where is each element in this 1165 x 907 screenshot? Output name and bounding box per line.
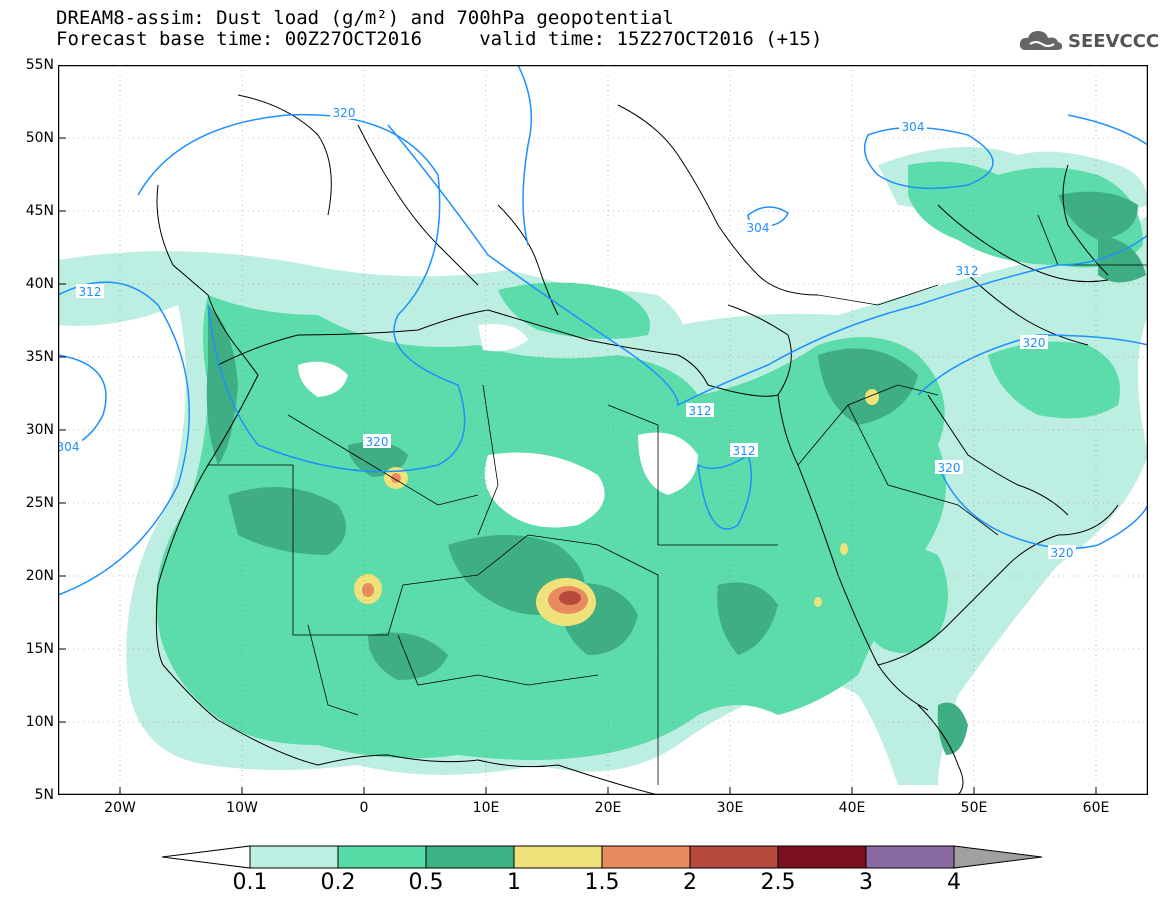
isoline-mid-north — [517, 65, 533, 246]
isoline-label: 312 — [733, 444, 756, 458]
forecast-times: Forecast base time: 00Z27OCT2016 valid t… — [56, 28, 823, 50]
lat-label: 45N — [25, 203, 54, 219]
colorbar-label: 1.5 — [584, 870, 620, 895]
isoline-label: 312 — [79, 285, 102, 299]
colorbar-bin — [865, 845, 955, 869]
colorbar-label: 2.5 — [760, 870, 796, 895]
dust-free-patches — [298, 324, 698, 528]
lon-label: 10W — [226, 800, 258, 816]
isoline-labels: 320 312 304 320 304 312 312 320 312 320 … — [58, 105, 1076, 560]
logo-text: SEEVCCC — [1068, 30, 1160, 52]
isoline-label: 320 — [366, 435, 389, 449]
lat-label: 55N — [25, 57, 54, 73]
borders — [208, 214, 1148, 785]
isoline-ne — [1067, 114, 1148, 146]
hotspot-saudi — [840, 543, 848, 555]
colorbar-max-arrow — [953, 845, 1042, 869]
isoline-label: 304 — [747, 221, 770, 235]
isoline-312-mid — [387, 124, 1148, 407]
lat-label: 5N — [34, 787, 54, 803]
dust-map: 320 312 304 320 304 312 312 320 312 320 … — [58, 65, 1148, 795]
lon-label: 60E — [1082, 800, 1110, 816]
colorbar-bin — [425, 845, 515, 869]
isoline-label: 320 — [1051, 546, 1074, 560]
isoline-label: 312 — [689, 404, 712, 418]
colorbar-label: 0.5 — [408, 870, 444, 895]
gridlines — [58, 65, 1148, 795]
colorbar-bin — [689, 845, 779, 869]
isoline-label: 304 — [58, 440, 79, 454]
colorbar-bin — [513, 845, 603, 869]
cloud-icon — [1019, 31, 1063, 50]
lat-label: 50N — [25, 130, 54, 146]
lon-label: 40E — [838, 800, 866, 816]
isoline-label: 320 — [333, 106, 356, 120]
isoline-320-west — [137, 113, 466, 473]
colorbar-label: 1 — [507, 870, 521, 895]
colorbar-label: 0.2 — [320, 870, 356, 895]
colorbar — [162, 845, 1042, 869]
colorbar-label: 3 — [859, 870, 873, 895]
colorbar-label: 4 — [947, 870, 961, 895]
lat-label: 35N — [25, 349, 54, 365]
isoline-320-gulf — [937, 464, 1148, 550]
lon-label: 20E — [594, 800, 622, 816]
seevccc-logo: SEEVCCC — [1018, 28, 1159, 54]
lon-label: 30E — [716, 800, 744, 816]
lon-label: 0 — [359, 800, 369, 816]
lon-label: 20W — [104, 800, 136, 816]
isoline-label: 320 — [938, 461, 961, 475]
lat-label: 40N — [25, 276, 54, 292]
isoline-label: 304 — [902, 120, 925, 134]
isoline-label: 320 — [1023, 336, 1046, 350]
hotspot-chad-core — [559, 591, 581, 605]
hotspot-iraq — [865, 389, 879, 405]
lat-label: 15N — [25, 641, 54, 657]
lat-label: 10N — [25, 714, 54, 730]
isoline-label: 312 — [956, 264, 979, 278]
coastlines — [155, 94, 1119, 795]
lon-label: 10E — [472, 800, 500, 816]
hotspot-red-sea — [814, 597, 822, 607]
map-title: DREAM8-assim: Dust load (g/m²) and 700hP… — [56, 7, 674, 29]
isoline-312-egypt — [697, 453, 753, 530]
colorbar-bin — [777, 845, 867, 869]
colorbar-min-arrow — [162, 845, 251, 869]
lat-label: 20N — [25, 568, 54, 584]
colorbar-label: 0.1 — [232, 870, 268, 895]
colorbar-bin — [601, 845, 691, 869]
colorbar-label: 2 — [683, 870, 697, 895]
hotspot-algeria-core — [391, 473, 401, 483]
lat-label: 25N — [25, 495, 54, 511]
axis-ticks — [58, 137, 1097, 795]
hotspot-mali-core — [362, 583, 374, 597]
colorbar-segments — [249, 845, 955, 869]
lat-label: 30N — [25, 422, 54, 438]
colorbar-bin — [337, 845, 427, 869]
lon-label: 50E — [960, 800, 988, 816]
colorbar-bin — [249, 845, 339, 869]
isoline-312-west — [58, 281, 190, 596]
